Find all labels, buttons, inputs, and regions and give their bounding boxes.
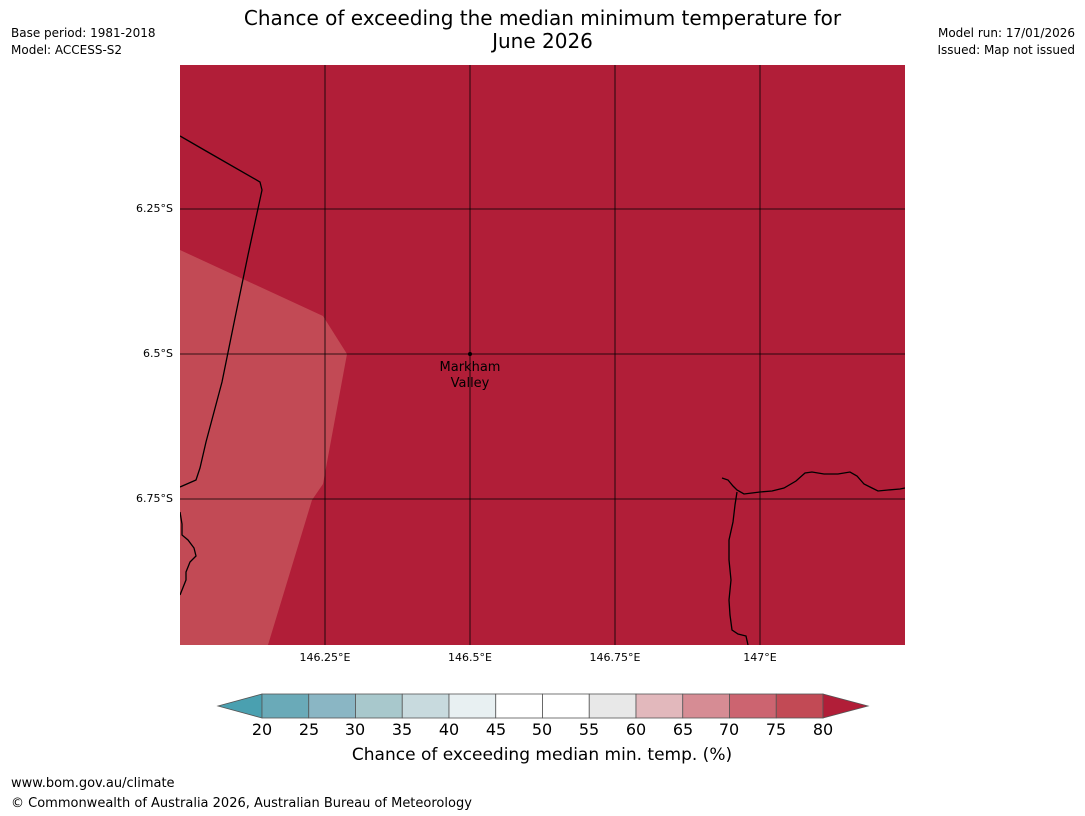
colorbar-cell	[495, 693, 543, 719]
colorbar-cell	[729, 693, 777, 719]
colorbar-cell	[401, 693, 450, 719]
colorbar-tick: 60	[625, 720, 647, 739]
metadata-left: Base period: 1981-2018 Model: ACCESS-S2	[11, 25, 156, 59]
coastline	[180, 135, 905, 645]
colorbar-tick: 30	[344, 720, 366, 739]
colorbar-tick: 50	[531, 720, 553, 739]
river-south	[728, 491, 749, 645]
model-text: Model: ACCESS-S2	[11, 43, 123, 57]
lon-label-146.5: 146.5°E	[448, 651, 492, 664]
colorbar-cell	[308, 693, 356, 719]
colorbar-cell	[542, 693, 590, 719]
boundary-line-west	[180, 135, 263, 488]
model-run-text: Model run: 17/01/2026	[937, 26, 1075, 40]
probability-band-75-80	[180, 250, 347, 645]
colorbar-cell	[635, 693, 684, 719]
colorbar-arrow-high	[822, 693, 870, 719]
colorbar-cell	[261, 693, 310, 719]
lon-label-147: 147°E	[743, 651, 777, 664]
metadata-right: Model run: 17/01/2026 Issued: Map not is…	[937, 25, 1075, 59]
colorbar-tick: 75	[765, 720, 787, 739]
place-label-line2: Valley	[450, 376, 490, 391]
colorbar-tick: 40	[438, 720, 460, 739]
place-label-line1: Markham	[439, 360, 501, 375]
base-period-text: Base period: 1981-2018	[11, 26, 156, 40]
title-line-1: Chance of exceeding the median minimum t…	[243, 6, 842, 30]
colorbar-cells	[261, 693, 824, 719]
colorbar-tick: 20	[251, 720, 273, 739]
map-title: Chance of exceeding the median minimum t…	[180, 7, 905, 53]
colorbar-cell	[682, 693, 730, 719]
lon-label-146.75: 146.75°E	[589, 651, 641, 664]
graticule	[180, 65, 905, 645]
colorbar-tick: 25	[298, 720, 320, 739]
footer-url[interactable]: www.bom.gov.au/climate	[11, 776, 175, 791]
colorbar-tick: 80	[812, 720, 834, 739]
colorbar-cell	[588, 693, 637, 719]
colorbar-label: Chance of exceeding median min. temp. (%…	[351, 745, 733, 765]
map-area	[180, 65, 905, 645]
colorbar-tick: 55	[578, 720, 600, 739]
colorbar-tick: 45	[485, 720, 507, 739]
lat-label-6.25: 6.25°S	[136, 202, 173, 215]
colorbar-tick: 65	[672, 720, 694, 739]
coastline-southwest	[180, 511, 197, 596]
markham-valley-marker	[468, 352, 472, 356]
footer-copyright: © Commonwealth of Australia 2026, Austra…	[11, 796, 472, 811]
lon-label-146.25: 146.25°E	[299, 651, 351, 664]
title-line-2: June 2026	[492, 29, 593, 53]
lat-label-6.5: 6.5°S	[143, 347, 173, 360]
coastline-southeast	[721, 471, 905, 495]
colorbar-tick: 35	[391, 720, 413, 739]
colorbar-cell	[775, 693, 824, 719]
lat-label-6.75: 6.75°S	[136, 492, 173, 505]
colorbar-tick: 70	[718, 720, 740, 739]
colorbar-cell	[448, 693, 497, 719]
colorbar	[216, 693, 870, 719]
colorbar-arrow-low	[216, 693, 263, 719]
place-label-markham-valley: Markham Valley	[425, 360, 515, 392]
colorbar-cell	[355, 693, 403, 719]
issued-text: Issued: Map not issued	[937, 43, 1075, 57]
